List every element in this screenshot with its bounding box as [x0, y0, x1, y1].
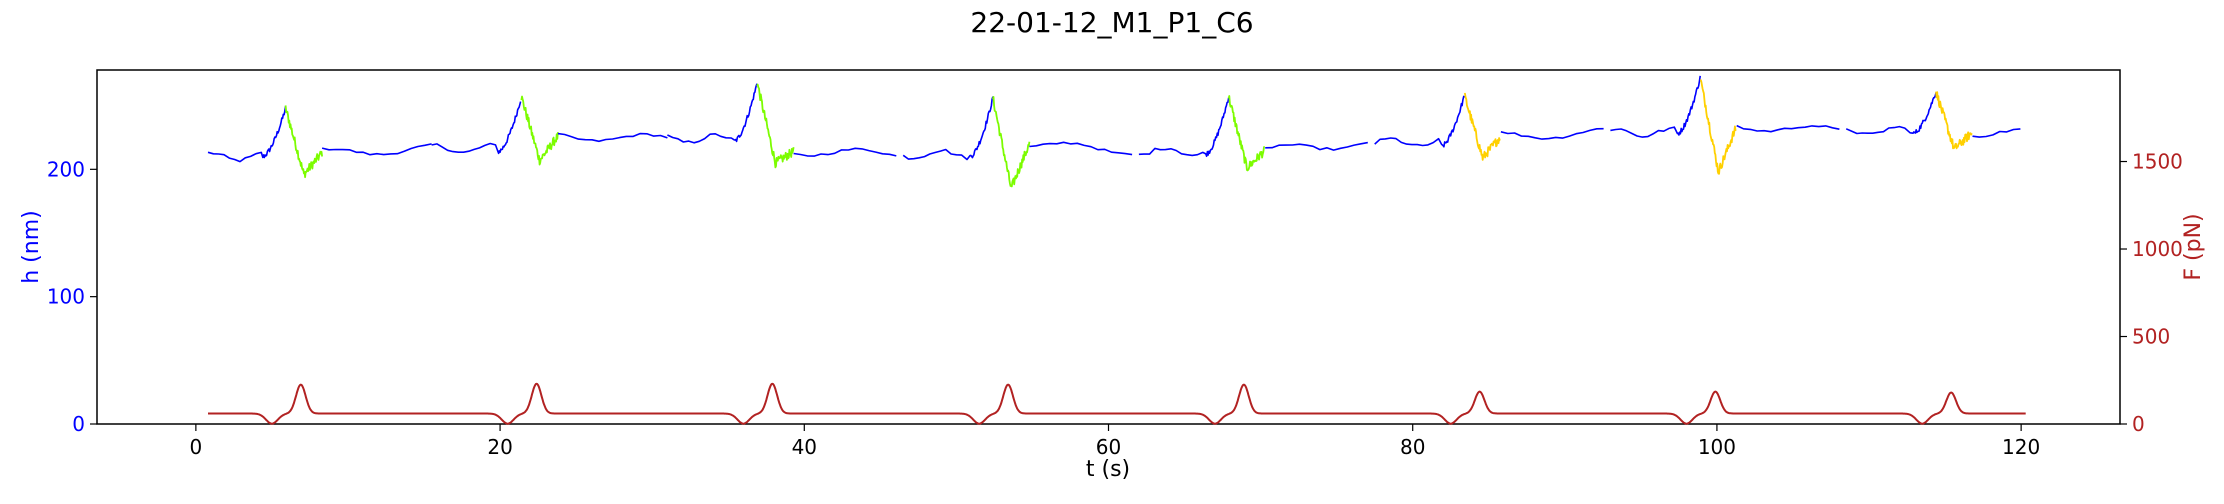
h-segment-blue-5 — [1138, 97, 1230, 158]
h-segment-blue-4 — [902, 96, 994, 161]
h-segment-relax-7 — [1699, 79, 1737, 175]
left-axis-label: h (nm) — [19, 210, 44, 283]
h-segment-relax-1 — [284, 105, 323, 179]
force-line — [207, 382, 2026, 425]
h-segment-blue-3 — [667, 83, 758, 144]
h-segment-blue-2 — [431, 101, 522, 155]
force-series-group — [207, 382, 2026, 425]
x-axis-ticks: 0 20 40 60 80 100 120 — [190, 424, 2040, 459]
h-segment-post-7 — [1736, 124, 1840, 133]
chart-title: 22-01-12_M1_P1_C6 — [970, 6, 1253, 39]
right-tick-label: 500 — [2132, 325, 2170, 349]
left-tick-label: 100 — [47, 285, 85, 309]
x-axis-label: t (s) — [1086, 457, 1130, 482]
left-tick-label: 200 — [47, 157, 85, 181]
x-tick-label: 80 — [1400, 435, 1425, 459]
plot-area — [96, 69, 2121, 425]
x-tick-label: 0 — [190, 435, 203, 459]
right-axis-ticks: 0 500 1000 1500 — [2120, 150, 2183, 436]
height-series-group — [207, 75, 2021, 188]
h-segment-post-4 — [1029, 141, 1133, 156]
h-segment-relax-6 — [1463, 92, 1501, 161]
right-tick-label: 1500 — [2132, 150, 2183, 174]
h-segment-post-1 — [321, 143, 432, 156]
h-segment-post-5 — [1265, 141, 1368, 151]
h-segment-relax-4 — [992, 96, 1031, 188]
x-tick-label: 20 — [487, 435, 512, 459]
h-segment-blue-8 — [1845, 92, 1937, 135]
h-segment-post-6 — [1500, 127, 1604, 140]
h-segment-post-8 — [1972, 128, 2021, 138]
h-segment-relax-3 — [756, 83, 795, 169]
right-tick-label: 0 — [2132, 412, 2145, 436]
h-segment-post-2 — [557, 132, 668, 143]
h-segment-relax-5 — [1227, 95, 1266, 172]
left-axis-ticks: 0 100 200 — [47, 157, 97, 436]
h-segment-relax-2 — [520, 95, 559, 166]
left-tick-label: 0 — [72, 412, 85, 436]
x-tick-label: 60 — [1096, 435, 1121, 459]
x-tick-label: 100 — [1698, 435, 1736, 459]
h-segment-blue-1 — [207, 106, 287, 163]
h-segment-blue-7 — [1610, 75, 1701, 138]
x-tick-label: 120 — [2002, 435, 2040, 459]
right-tick-label: 1000 — [2132, 237, 2183, 261]
right-axis-label: F (pN) — [2181, 213, 2206, 280]
x-tick-label: 40 — [792, 435, 817, 459]
h-segment-post-3 — [793, 147, 897, 157]
h-segment-blue-6 — [1374, 95, 1466, 148]
h-segment-relax-8 — [1935, 91, 1973, 150]
